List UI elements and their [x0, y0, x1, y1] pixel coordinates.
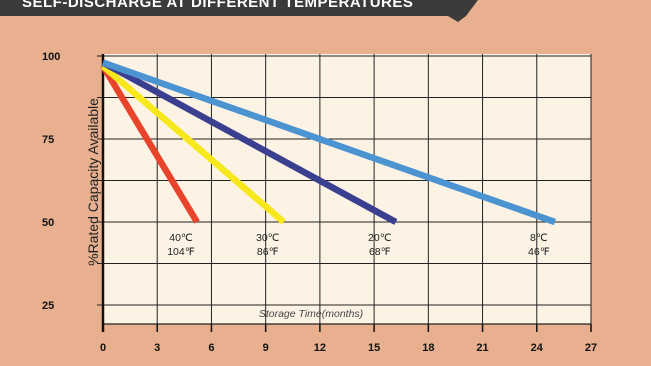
- series-label-c: 40℃: [169, 232, 193, 244]
- series-label-f: 46℉: [528, 246, 550, 258]
- y-tick-label: 25: [42, 300, 54, 312]
- tick-labels: 25 50 75 100 0 3 6 9 12 15 18 21 24 27: [42, 51, 597, 354]
- series-line-1: [100, 63, 286, 225]
- x-tick-label: 3: [154, 342, 160, 354]
- x-tick-label: 15: [368, 342, 380, 354]
- series-label-c: 20℃: [368, 232, 392, 244]
- y-axis-label: %Rated Capacity Available: [85, 98, 101, 266]
- x-axis-label: Storage Time(months): [259, 308, 363, 320]
- axes: [101, 54, 592, 332]
- plot-area: [103, 54, 591, 324]
- x-tick-label: 6: [208, 342, 214, 354]
- series-label-c: 8℃: [530, 232, 548, 244]
- x-tick-label: 21: [476, 342, 488, 354]
- x-tick-label: 0: [100, 342, 106, 354]
- series-line-0: [100, 64, 200, 224]
- series-label-f: 104℉: [167, 246, 195, 258]
- y-tick-label: 100: [42, 51, 60, 63]
- title-banner: [0, 0, 478, 22]
- series-line-2: [101, 59, 398, 225]
- series-line-3: [101, 59, 556, 226]
- banner-notch: [448, 16, 466, 22]
- x-tick-label: 12: [314, 342, 326, 354]
- y-tick-label: 50: [42, 217, 54, 229]
- series-label-f: 68℉: [369, 246, 391, 258]
- series-labels: 40℃ 104℉ 30℃ 86℉ 20℃ 68℉ 8℃ 46℉: [167, 232, 549, 258]
- banner-shape: [0, 0, 478, 16]
- y-tick-label: 75: [42, 134, 54, 146]
- chart-title: SELF-DISCHARGE AT DIFFERENT TEMPERATURES: [22, 0, 414, 11]
- series-lines: [100, 59, 556, 226]
- x-tick-label: 27: [585, 342, 597, 354]
- x-tick-label: 9: [263, 342, 269, 354]
- series-label-c: 30℃: [256, 232, 280, 244]
- x-tick-label: 24: [531, 342, 544, 354]
- x-tick-label: 18: [422, 342, 434, 354]
- series-label-f: 86℉: [257, 246, 279, 258]
